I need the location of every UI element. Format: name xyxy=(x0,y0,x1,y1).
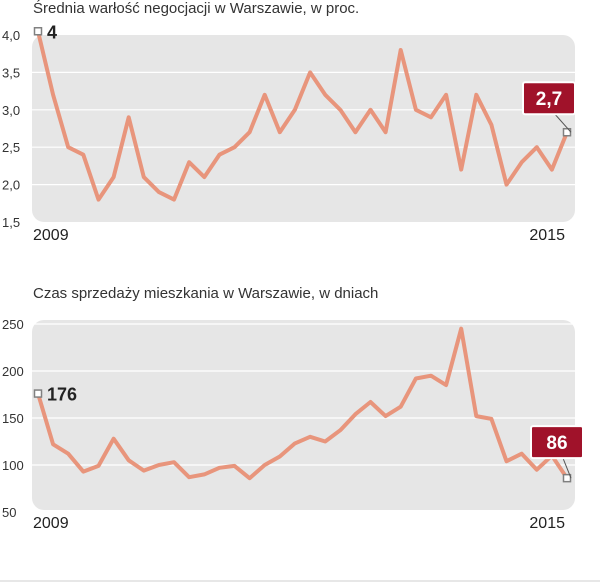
chart-title: Średnia warłość negocjacji w Warszawie, … xyxy=(33,0,360,17)
footer-rule xyxy=(0,580,600,582)
chart-svg: 4,0 3,5 3,0 2,5 2,0 1,5 4 2,7 2009 2015 xyxy=(2,22,576,244)
first-point-marker xyxy=(33,389,43,398)
series-line xyxy=(36,29,569,202)
y-tick-label: 150 xyxy=(2,411,24,426)
chart-title: Czas sprzedaży mieszkania w Warszawie, w… xyxy=(33,285,379,302)
x-start-label: 2009 xyxy=(33,515,69,532)
badge-connector xyxy=(554,113,572,133)
first-point-marker xyxy=(33,27,43,36)
last-value-badge xyxy=(522,81,576,116)
last-value-label: 86 xyxy=(546,433,567,454)
last-value-label: 2,7 xyxy=(536,89,562,110)
first-value-label: 4 xyxy=(47,22,57,42)
chart-svg: 250 200 150 100 50 176 86 2009 2015 xyxy=(2,317,584,532)
x-end-label: 2015 xyxy=(529,227,565,244)
y-tick-label: 100 xyxy=(2,458,24,473)
plot-area xyxy=(32,320,575,510)
x-start-label: 2009 xyxy=(33,227,69,244)
chart-negotiation: Średnia warłość negocjacji w Warszawie, … xyxy=(0,0,600,260)
y-tick-label: 2,5 xyxy=(2,140,20,155)
plot-area xyxy=(32,35,575,222)
y-tick-label: 3,0 xyxy=(2,103,20,118)
last-point-marker xyxy=(562,473,572,483)
y-tick-label: 200 xyxy=(2,364,24,379)
badge-connector xyxy=(562,457,572,479)
series-line xyxy=(36,326,569,481)
chart-sale-time: Czas sprzedaży mieszkania w Warszawie, w… xyxy=(0,285,600,545)
y-tick-label: 3,5 xyxy=(2,65,20,80)
y-tick-label: 4,0 xyxy=(2,28,20,43)
x-end-label: 2015 xyxy=(529,515,565,532)
y-tick-label: 1,5 xyxy=(2,215,20,230)
last-value-badge xyxy=(530,425,584,460)
y-tick-label: 50 xyxy=(2,505,16,520)
first-value-label: 176 xyxy=(47,385,77,405)
y-tick-label: 250 xyxy=(2,317,24,332)
y-tick-label: 2,0 xyxy=(2,178,20,193)
